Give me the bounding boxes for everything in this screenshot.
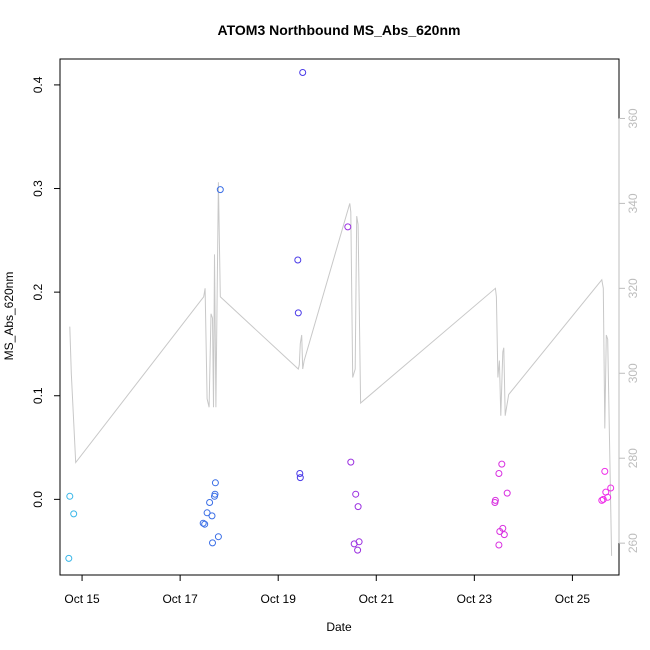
y-axis: 0.0 0.1 0.2 0.3 0.4 <box>31 76 61 508</box>
x-tick-label: Oct 15 <box>64 592 100 606</box>
y-tick-label: 0.4 <box>31 76 45 93</box>
data-point <box>296 470 304 477</box>
y-tick-label: 0.3 <box>31 180 45 197</box>
data-point <box>294 256 302 264</box>
data-point <box>601 467 609 475</box>
data-point <box>206 499 214 506</box>
data-point <box>598 496 606 504</box>
data-point <box>607 484 615 492</box>
data-point <box>203 509 211 517</box>
data-point <box>355 538 363 546</box>
y-tick-label: 0.2 <box>31 283 45 300</box>
data-point <box>208 512 216 520</box>
data-point <box>495 470 503 477</box>
y-tick-label: 0.0 <box>31 491 45 508</box>
series-line-group <box>69 182 613 556</box>
series-line <box>69 182 613 556</box>
data-point <box>211 490 219 498</box>
chart-title: ATOM3 Northbound MS_Abs_620nm <box>218 22 461 38</box>
data-point <box>503 489 511 497</box>
plot-frame <box>59 58 620 576</box>
points-group <box>65 69 615 562</box>
y2-tick-label: 320 <box>626 278 640 298</box>
data-point <box>599 495 607 503</box>
y2-tick-label: 340 <box>626 193 640 213</box>
x-axis: Oct 15 Oct 17 Oct 19 Oct 21 Oct 23 Oct 25 <box>64 574 591 606</box>
data-point <box>344 223 352 231</box>
data-point <box>209 539 216 547</box>
data-point <box>199 519 207 527</box>
y2-tick-label: 280 <box>626 448 640 468</box>
data-point <box>352 490 360 498</box>
data-point <box>296 474 304 482</box>
y-axis-label: MS_Abs_620nm <box>2 272 16 361</box>
data-point <box>70 510 78 518</box>
data-point <box>495 541 503 549</box>
data-point <box>294 309 302 317</box>
data-point <box>214 533 222 541</box>
x-tick-label: Oct 17 <box>162 592 198 606</box>
y2-axis: 260 280 300 320 340 360 <box>618 108 640 553</box>
data-point <box>491 496 499 504</box>
data-point <box>216 186 224 194</box>
y2-tick-label: 260 <box>626 533 640 553</box>
y2-tick-label: 360 <box>626 108 640 128</box>
data-point <box>354 546 362 554</box>
data-point <box>347 458 355 466</box>
y-tick-label: 0.1 <box>31 387 45 404</box>
x-tick-label: Oct 19 <box>261 592 297 606</box>
y2-tick-label: 300 <box>626 363 640 383</box>
data-point <box>65 554 73 562</box>
data-point <box>500 531 508 539</box>
data-point <box>299 69 307 76</box>
data-point <box>499 524 507 532</box>
data-point <box>354 503 362 511</box>
data-point <box>604 493 612 501</box>
x-tick-label: Oct 21 <box>359 592 395 606</box>
data-point <box>201 520 209 528</box>
data-point <box>498 460 506 468</box>
x-tick-label: Oct 23 <box>457 592 493 606</box>
x-axis-label: Date <box>326 620 352 634</box>
x-tick-label: Oct 25 <box>555 592 591 606</box>
data-point <box>66 492 74 500</box>
data-point <box>211 479 219 487</box>
